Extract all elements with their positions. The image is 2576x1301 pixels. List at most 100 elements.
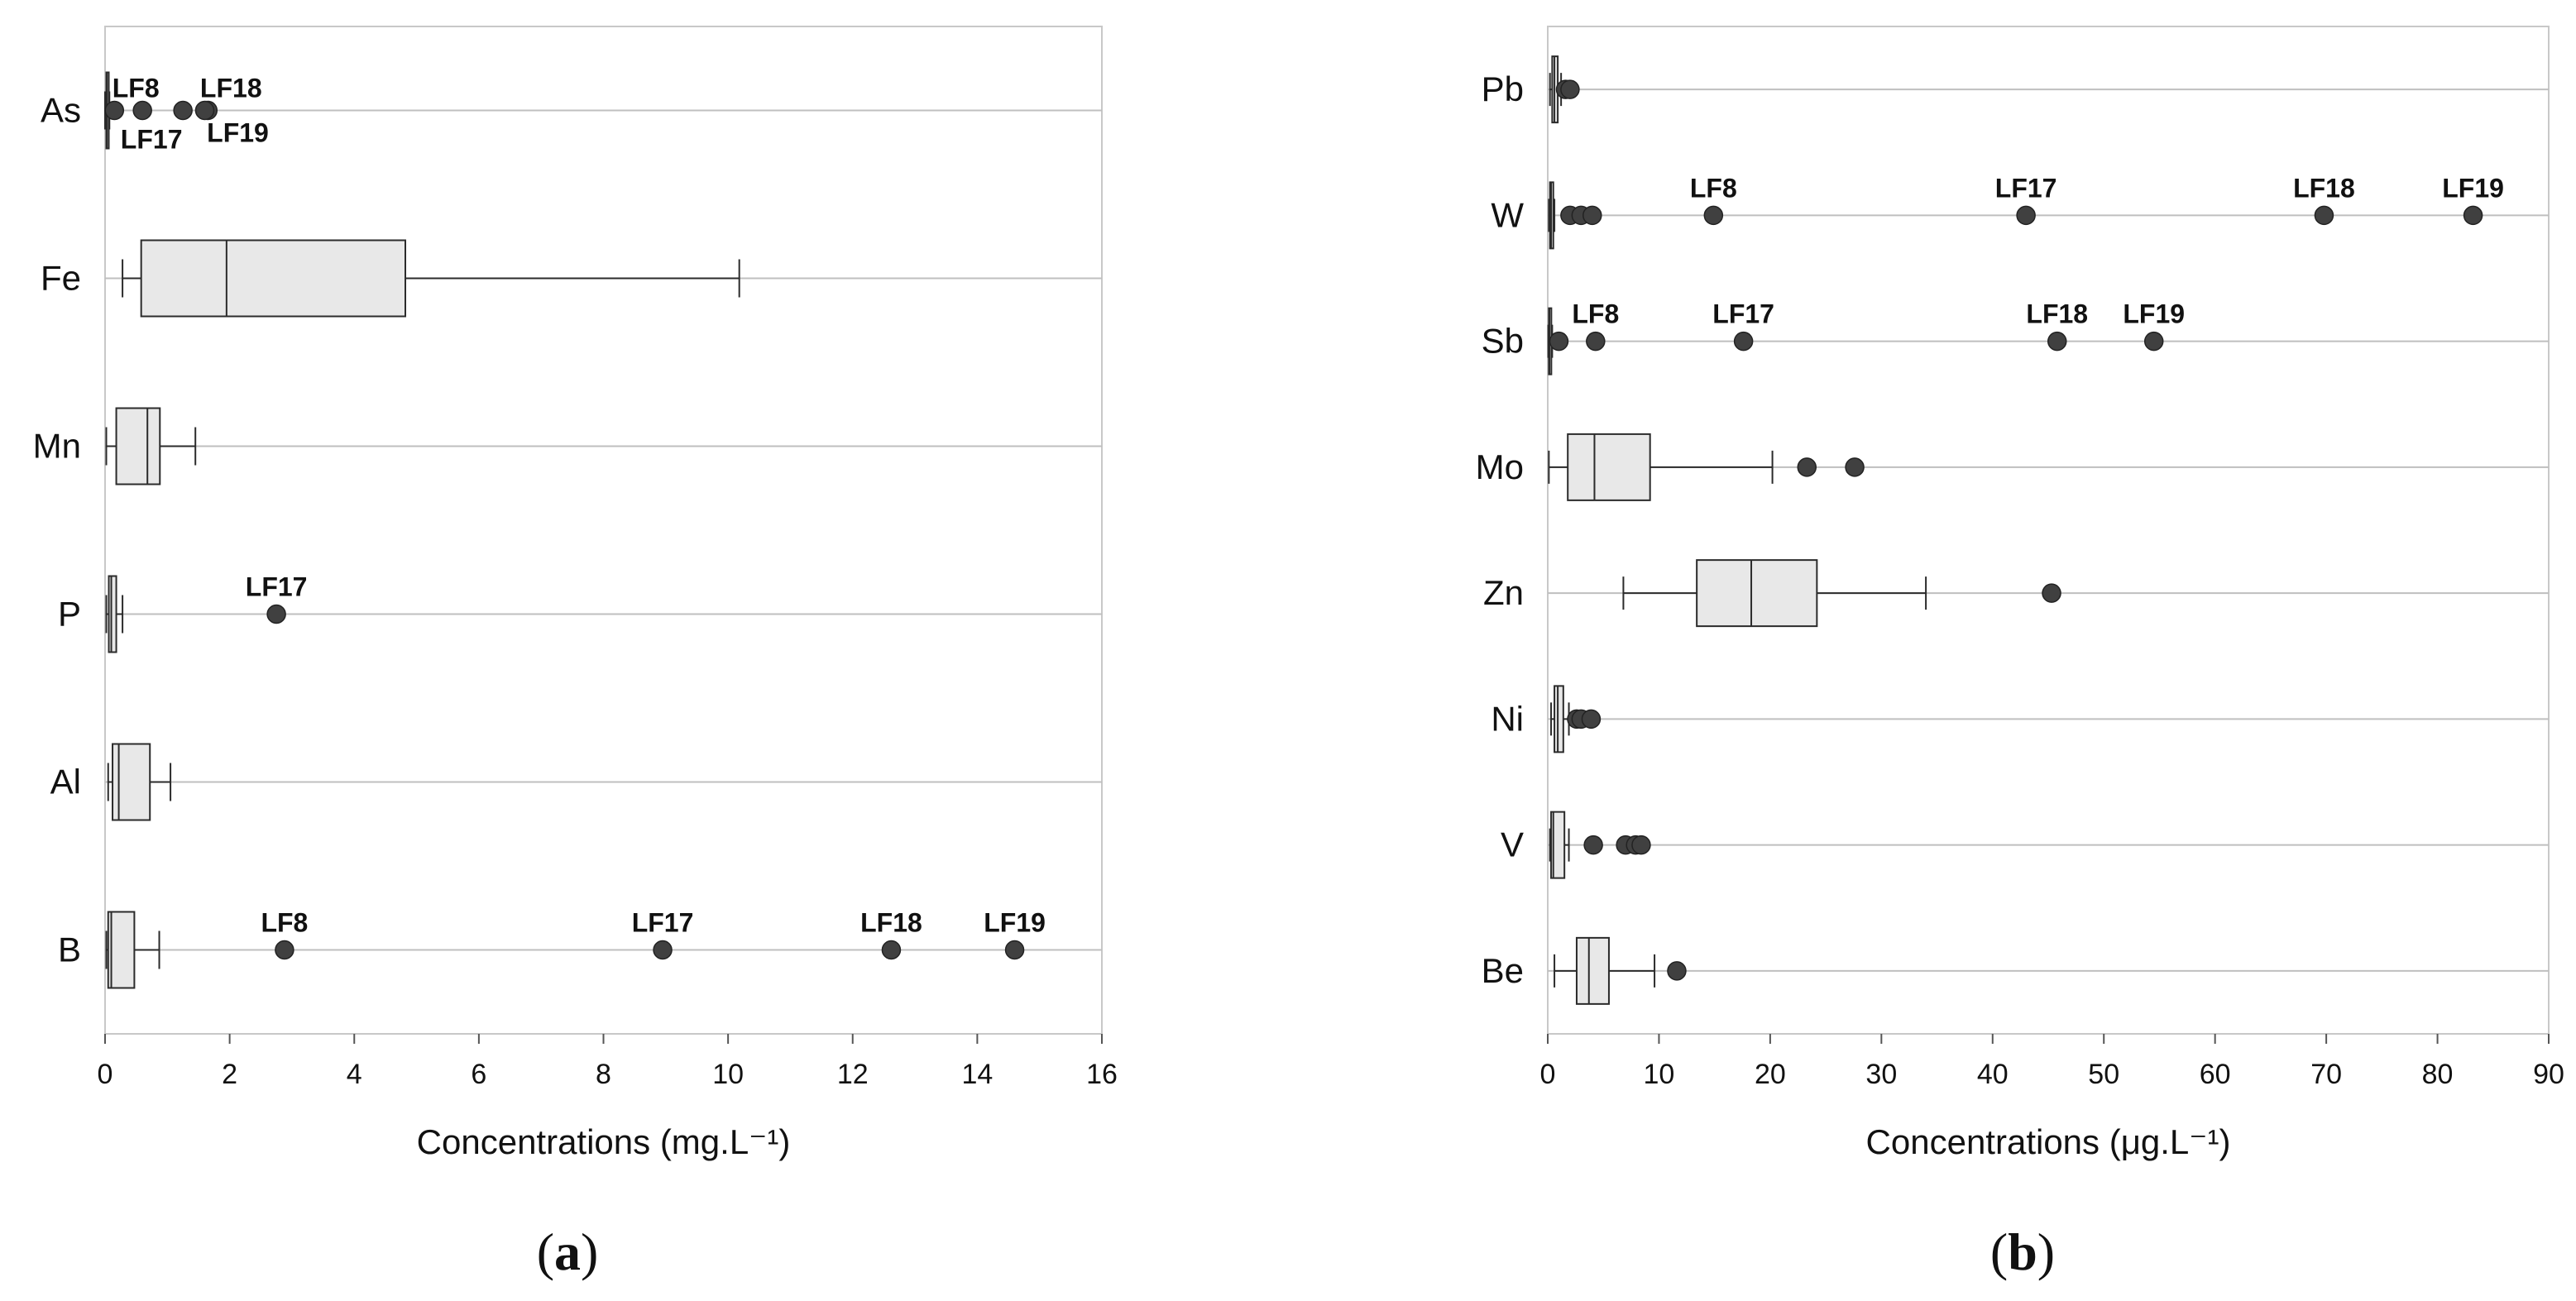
category-label: Zn bbox=[1483, 573, 1524, 612]
x-axis-label: Concentrations (μg.L⁻¹) bbox=[1866, 1122, 2231, 1161]
outlier-point bbox=[194, 100, 215, 121]
outlier-point bbox=[1582, 205, 1602, 226]
box-iqr bbox=[1550, 811, 1566, 879]
box-al: Al bbox=[50, 743, 1102, 821]
x-tick-label: 2 bbox=[222, 1059, 237, 1090]
outlier-point bbox=[132, 100, 152, 121]
outlier-label: LF17 bbox=[632, 908, 694, 938]
outlier-label: LF8 bbox=[113, 74, 160, 103]
box-b: B LF8 LF17 LF18 LF19 bbox=[58, 908, 1102, 989]
x-tick-label: 40 bbox=[1977, 1059, 2009, 1090]
outlier-label: LF18 bbox=[2293, 173, 2355, 203]
outlier-point bbox=[1733, 331, 1754, 352]
outlier-point bbox=[1703, 205, 1724, 226]
box-mo: Mo bbox=[1476, 433, 2549, 501]
outlier-point bbox=[1797, 457, 1817, 477]
box-iqr bbox=[115, 407, 161, 485]
box-fe: Fe bbox=[41, 239, 1102, 318]
outlier-point bbox=[1560, 79, 1580, 99]
outlier-label: LF18 bbox=[200, 74, 262, 103]
box-as: As LF8 LF17 LF18 LF19 bbox=[41, 71, 1102, 155]
panel-b-label: (b) bbox=[1990, 1222, 2055, 1281]
box-mn: Mn bbox=[33, 407, 1102, 485]
outlier-point bbox=[2047, 331, 2067, 352]
outlier-point bbox=[881, 940, 902, 960]
outlier-label: LF17 bbox=[1712, 299, 1774, 329]
outlier-point bbox=[104, 100, 125, 121]
outlier-label: LF19 bbox=[2123, 299, 2185, 329]
outlier-label: LF17 bbox=[246, 572, 308, 602]
box-v: V bbox=[1501, 811, 2549, 879]
x-tick-label: 10 bbox=[1644, 1059, 1675, 1090]
outlier-point bbox=[1583, 835, 1603, 855]
panel-a-chart: 0 2 4 6 8 10 12 14 16 Concentrations (mg.L⁻¹) As LF… bbox=[33, 26, 1118, 1161]
outlier-point bbox=[1549, 331, 1569, 352]
category-label: P bbox=[58, 595, 81, 634]
outlier-label: LF19 bbox=[984, 908, 1046, 938]
outlier-point bbox=[653, 940, 673, 960]
outlier-point bbox=[2042, 583, 2061, 603]
x-axis-label: Concentrations (mg.L⁻¹) bbox=[417, 1122, 791, 1161]
x-tick-label: 30 bbox=[1865, 1059, 1897, 1090]
x-tick-label: 16 bbox=[1086, 1059, 1118, 1090]
category-label: As bbox=[41, 91, 81, 130]
outlier-label: LF18 bbox=[2026, 299, 2088, 329]
category-label: Pb bbox=[1482, 69, 1524, 108]
x-tick-label: 0 bbox=[1540, 1059, 1556, 1090]
outlier-label: LF8 bbox=[261, 908, 308, 938]
outlier-point bbox=[2463, 205, 2483, 226]
category-label: Mo bbox=[1476, 447, 1524, 486]
x-tick-label: 80 bbox=[2422, 1059, 2454, 1090]
x-tick-label: 70 bbox=[2310, 1059, 2342, 1090]
outlier-point bbox=[2314, 205, 2334, 226]
box-p: P LF17 bbox=[58, 572, 1102, 653]
box-iqr bbox=[1696, 559, 1818, 628]
plot-frame bbox=[104, 26, 1103, 1035]
outlier-point bbox=[1586, 331, 1606, 352]
outlier-label: LF17 bbox=[121, 125, 183, 155]
plot-frame bbox=[1547, 26, 2550, 1035]
outlier-label: LF8 bbox=[1572, 299, 1619, 329]
box-iqr bbox=[1567, 433, 1651, 501]
x-tick-label: 4 bbox=[347, 1059, 362, 1090]
outlier-label: LF18 bbox=[860, 908, 922, 938]
outlier-label: LF17 bbox=[1995, 173, 2057, 203]
box-iqr bbox=[1575, 936, 1610, 1005]
outlier-point bbox=[275, 940, 294, 960]
outlier-point bbox=[1581, 709, 1602, 729]
outlier-point bbox=[173, 100, 193, 121]
x-tick-label: 14 bbox=[961, 1059, 993, 1090]
outlier-point bbox=[1667, 961, 1687, 981]
panel-b-chart: 0 10 20 30 40 50 60 70 80 90 Concentrations (μg.L⁻… bbox=[1476, 26, 2564, 1161]
x-tick-label: 10 bbox=[712, 1059, 744, 1090]
box-iqr bbox=[1554, 685, 1564, 753]
outlier-label: LF19 bbox=[207, 118, 269, 148]
x-tick-label: 50 bbox=[2088, 1059, 2119, 1090]
outlier-point bbox=[2143, 331, 2164, 352]
category-label: Ni bbox=[1491, 699, 1524, 738]
x-tick-label: 12 bbox=[837, 1059, 869, 1090]
box-zn: Zn bbox=[1483, 559, 2549, 628]
box-ni: Ni bbox=[1491, 685, 2549, 753]
outlier-label: LF19 bbox=[2442, 173, 2504, 203]
outlier-point bbox=[266, 604, 286, 624]
category-label: Mn bbox=[33, 427, 81, 466]
box-pb: Pb bbox=[1482, 55, 2549, 124]
outlier-point bbox=[2016, 205, 2036, 226]
box-be: Be bbox=[1482, 936, 2549, 1005]
box-iqr bbox=[107, 911, 136, 989]
box-w: W LF8 LF17 LF18 LF19 bbox=[1491, 173, 2549, 250]
category-label: W bbox=[1491, 195, 1524, 234]
category-label: Sb bbox=[1482, 322, 1524, 361]
category-label: Be bbox=[1482, 951, 1524, 990]
category-label: B bbox=[58, 930, 81, 969]
panel-a-label: (a) bbox=[537, 1222, 599, 1281]
outlier-point bbox=[1845, 457, 1865, 477]
x-tick-label: 60 bbox=[2200, 1059, 2231, 1090]
x-tick-label: 8 bbox=[596, 1059, 611, 1090]
category-label: V bbox=[1501, 825, 1524, 864]
box-sb: Sb LF8 LF17 LF18 LF19 bbox=[1482, 299, 2549, 375]
outlier-point bbox=[1631, 835, 1651, 855]
box-iqr bbox=[108, 575, 117, 653]
